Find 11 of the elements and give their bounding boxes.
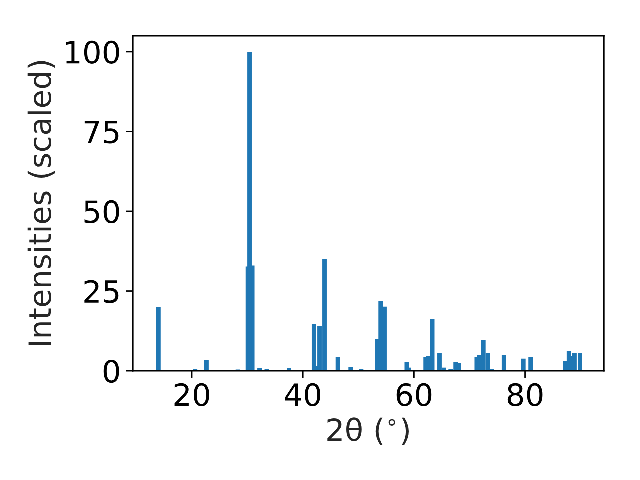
- y-tick-label: 100: [66, 40, 120, 64]
- x-axis-title: 2θ ($^{∘}$): [328, 418, 409, 446]
- y-tick-label: 75: [84, 121, 119, 144]
- y-axis-title: Intensities (scaled): [28, 61, 56, 346]
- x-tick-label: 80: [508, 383, 543, 406]
- y-tick-label: 0: [104, 360, 120, 384]
- y-tick-label: 25: [84, 280, 119, 304]
- x-tick-label: 20: [174, 383, 210, 406]
- x-tick-label: 60: [396, 383, 432, 406]
- x-tick-label: 40: [285, 383, 321, 406]
- y-tick-label: 50: [84, 200, 120, 224]
